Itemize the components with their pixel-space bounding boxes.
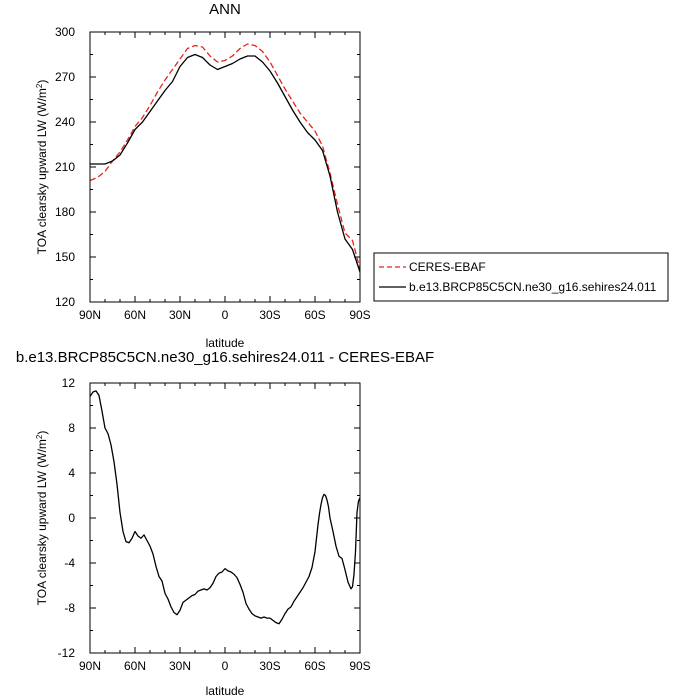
top-panel: ANN 90N 60N 30N 0 30S 60S 90S 120 150 180 210 240 27… (35, 1, 669, 350)
top-ytick-label: 240 (55, 115, 75, 129)
bottom-panel: b.e13.BRCP85C5CN.ne30_g16.sehires24.011 … (16, 349, 434, 698)
top-panel-ylabel: TOA clearsky upward LW (W/m2) (35, 80, 49, 255)
bottom-panel-lines (89, 390, 361, 625)
legend-box (373, 252, 669, 302)
top-series-line-0 (89, 43, 361, 270)
bottom-xtick-label: 90S (349, 659, 370, 673)
top-xtick-label: 30S (259, 308, 280, 322)
bottom-xtick-label: 90N (79, 659, 101, 673)
top-xtick-label: 0 (222, 308, 229, 322)
top-ytick-label: 150 (55, 250, 75, 264)
top-ytick-label: 210 (55, 160, 75, 174)
top-panel-ticks (89, 31, 361, 303)
bottom-series-line-0 (89, 390, 361, 625)
top-xtick-label: 90S (349, 308, 370, 322)
bottom-ytick-label: 4 (68, 466, 75, 480)
bottom-panel-tick-labels: 90N 60N 30N 0 30S 60S 90S -12 -8 -4 0 4 8 12 (58, 376, 371, 673)
bottom-ytick-label: -12 (58, 646, 76, 660)
bottom-panel-title: b.e13.BRCP85C5CN.ne30_g16.sehires24.011 … (16, 349, 434, 366)
bottom-xtick-label: 30S (259, 659, 280, 673)
top-panel-xlabel: latitude (206, 336, 245, 350)
bottom-panel-ylabel: TOA clearsky upward LW (W/m2) (35, 431, 49, 606)
top-panel-lines (89, 43, 361, 273)
bottom-panel-frame (89, 382, 361, 654)
bottom-ytick-label: 0 (68, 511, 75, 525)
legend: CERES-EBAF b.e13.BRCP85C5CN.ne30_g16.seh… (373, 252, 669, 302)
bottom-ytick-label: 8 (68, 421, 75, 435)
top-xtick-label: 60S (304, 308, 325, 322)
top-xtick-label: 30N (169, 308, 191, 322)
top-ytick-label: 180 (55, 205, 75, 219)
bottom-xtick-label: 0 (222, 659, 229, 673)
bottom-xtick-label: 60N (124, 659, 146, 673)
top-xtick-label: 90N (79, 308, 101, 322)
bottom-ytick-label: -8 (64, 601, 75, 615)
top-panel-title: ANN (209, 1, 241, 18)
top-ytick-label: 120 (55, 295, 75, 309)
bottom-ytick-label: -4 (64, 556, 75, 570)
top-xtick-label: 60N (124, 308, 146, 322)
bottom-xtick-label: 60S (304, 659, 325, 673)
top-ytick-label: 270 (55, 70, 75, 84)
top-ytick-label: 300 (55, 25, 75, 39)
bottom-xtick-label: 30N (169, 659, 191, 673)
bottom-panel-xlabel: latitude (206, 684, 245, 698)
legend-label-ceres: CERES-EBAF (409, 260, 486, 274)
top-series-line-1 (90, 53, 361, 273)
top-panel-tick-labels: 90N 60N 30N 0 30S 60S 90S 120 150 180 210 240 270 300 (55, 25, 371, 322)
top-panel-frame (89, 31, 361, 303)
bottom-ytick-label: 12 (62, 376, 76, 390)
legend-label-model: b.e13.BRCP85C5CN.ne30_g16.sehires24.011 (409, 280, 657, 294)
